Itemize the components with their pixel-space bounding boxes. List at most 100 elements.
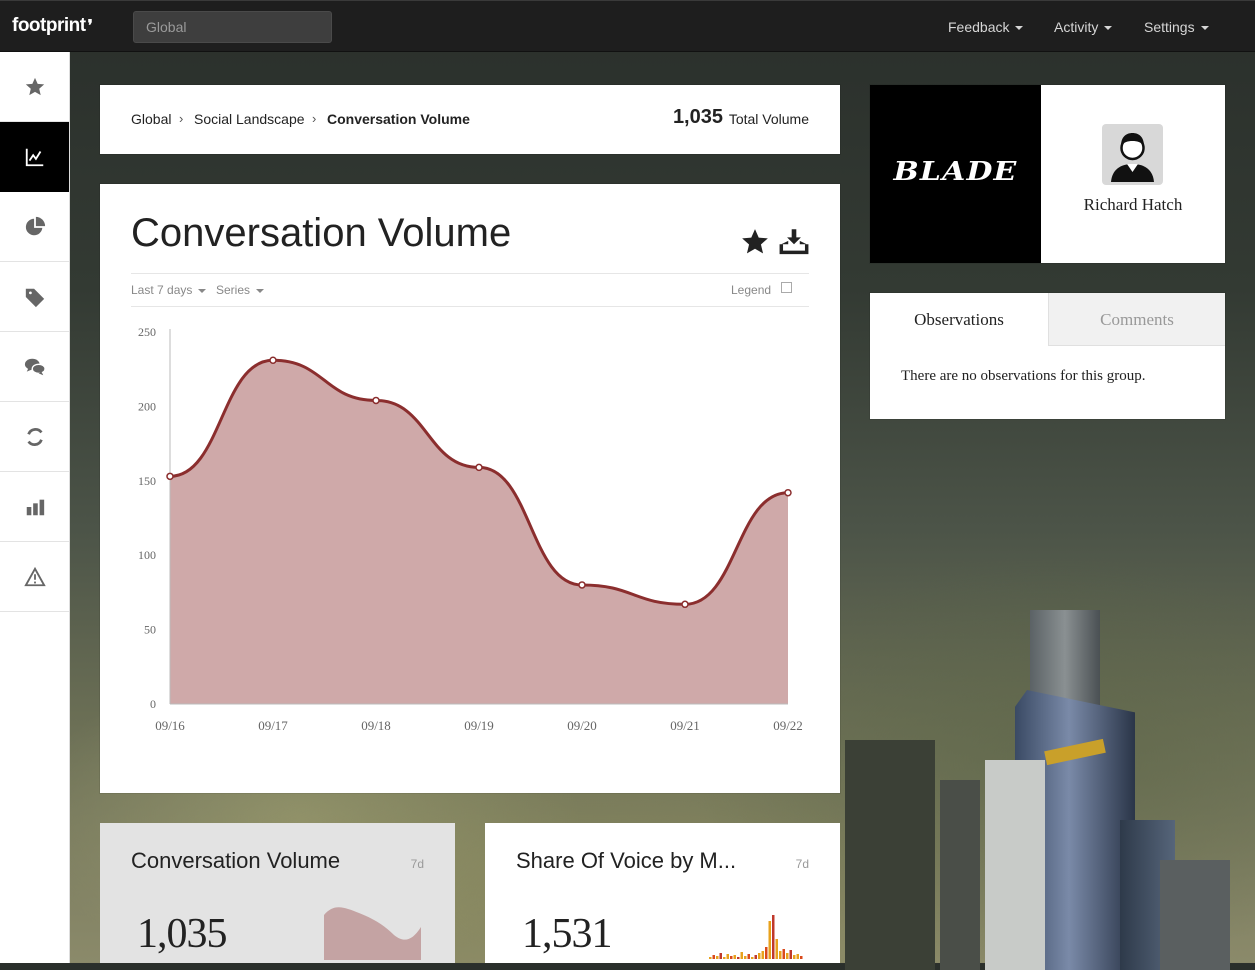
sidebar-item-tags[interactable]: [0, 262, 69, 332]
sparkline-bar: [796, 954, 799, 959]
line-chart-icon: [25, 148, 43, 166]
series-dropdown[interactable]: Series: [216, 283, 265, 297]
sparkline-bar: [800, 956, 803, 959]
chat-bubbles-icon: [24, 358, 46, 375]
sparkline-bar: [747, 954, 750, 959]
y-tick-label: 50: [144, 623, 156, 637]
avatar[interactable]: [1102, 124, 1163, 185]
breadcrumb-separator: ›: [179, 111, 184, 126]
data-point: [269, 356, 277, 365]
user-name: Richard Hatch: [1083, 195, 1183, 214]
data-point: [578, 581, 586, 589]
total-volume-label: Total Volume: [728, 111, 809, 127]
widget-title: Share Of Voice by M...: [516, 848, 737, 873]
user-silhouette-icon: [1111, 133, 1154, 182]
area-fill: [170, 360, 788, 704]
download-icon[interactable]: [779, 228, 809, 256]
caret-down-icon: [198, 288, 207, 293]
date-range-dropdown[interactable]: Last 7 days: [131, 283, 207, 297]
data-point: [475, 463, 483, 472]
x-tick-label: 09/22: [773, 718, 803, 733]
caret-down-icon: [1200, 26, 1209, 31]
conversation-volume-card: Conversation Volume Last 7 days Series L…: [100, 184, 840, 793]
tag-icon: [25, 288, 44, 307]
bar-chart-icon: [26, 499, 44, 515]
x-tick-label: 09/18: [361, 718, 391, 733]
sparkline-bar: [712, 955, 715, 959]
widget-share-of-voice[interactable]: Share Of Voice by M... 7d 1,531: [485, 823, 840, 963]
activity-menu[interactable]: Activity: [1054, 19, 1113, 35]
legend-checkbox[interactable]: [781, 282, 792, 293]
caret-down-icon: [1104, 26, 1113, 31]
sidebar-item-alerts[interactable]: [0, 542, 69, 612]
brand-logo: BLADE: [870, 85, 1041, 263]
sidebar-item-breakdown[interactable]: [0, 192, 69, 262]
sparkline-bar: [793, 955, 796, 959]
divider: [131, 306, 809, 307]
sparkline-bar: [782, 949, 785, 959]
sparkline-bar: [779, 951, 782, 959]
footprint-icon: ❜: [87, 18, 93, 35]
sparkline-bar: [716, 956, 719, 959]
tab-observations[interactable]: Observations: [870, 293, 1048, 346]
sparkline-bar: [730, 956, 733, 959]
x-tick-label: 09/16: [155, 718, 185, 733]
caret-down-icon: [1015, 26, 1024, 31]
global-search-input[interactable]: [133, 11, 332, 43]
top-navbar: footprint❜ Feedback Activity Settings: [0, 0, 1255, 52]
caret-down-icon: [256, 288, 265, 293]
sparkline-bar: [744, 956, 747, 959]
observations-panel: Observations Comments There are no obser…: [870, 293, 1225, 419]
sidebar-item-trends[interactable]: [0, 122, 69, 192]
y-tick-label: 0: [150, 697, 156, 711]
tab-comments[interactable]: Comments: [1048, 293, 1225, 346]
sparkline-bar: [772, 915, 775, 959]
sparkline-area: [324, 907, 421, 960]
y-tick-label: 200: [138, 399, 156, 413]
data-point: [681, 600, 689, 609]
sparkline-bar: [737, 957, 740, 959]
sparkline-bar: [758, 953, 761, 959]
widget-period: 7d: [795, 857, 809, 871]
breadcrumb: Global › Social Landscape › Conversation…: [100, 85, 840, 154]
sparkline-bar: [765, 947, 768, 959]
footprint-logo[interactable]: footprint ❜: [12, 15, 93, 36]
sparkline-bar: [719, 953, 722, 959]
sparkline-bars: [709, 915, 803, 959]
sidebar-item-favorites[interactable]: [0, 52, 69, 122]
data-point: [784, 488, 792, 497]
profile-card: BLADE Richard Hatch: [870, 85, 1225, 263]
feedback-menu[interactable]: Feedback: [948, 19, 1024, 35]
sparkline-bar: [789, 950, 792, 959]
sparkline-bar: [709, 957, 712, 959]
settings-menu[interactable]: Settings: [1144, 19, 1209, 35]
warning-icon: [23, 566, 46, 586]
favorite-star-icon[interactable]: [741, 228, 769, 256]
data-point: [166, 472, 174, 481]
sparkline-bar: [733, 955, 736, 959]
sparkline-bar: [723, 957, 726, 959]
empty-observations-message: There are no observations for this group…: [901, 368, 1146, 384]
chart-title: Conversation Volume: [131, 211, 512, 255]
sidebar-item-conversations[interactable]: [0, 332, 69, 402]
breadcrumb-current: Conversation Volume: [327, 111, 470, 127]
sparkline-bar: [754, 955, 757, 959]
legend-label: Legend: [731, 283, 772, 297]
sidebar-item-reports[interactable]: [0, 472, 69, 542]
breadcrumb-global[interactable]: Global: [131, 111, 172, 127]
breadcrumb-social-landscape[interactable]: Social Landscape: [194, 111, 305, 127]
sparkline-bar: [761, 951, 764, 959]
total-volume-value: 1,035: [672, 106, 723, 128]
sparkline-bar: [768, 921, 771, 959]
sparkline-bar: [775, 939, 778, 959]
data-point: [372, 396, 380, 405]
x-tick-label: 09/20: [567, 718, 597, 733]
sparkline-bar: [740, 952, 743, 959]
y-tick-label: 100: [138, 548, 156, 562]
widget-conversation-volume[interactable]: Conversation Volume 7d 1,035: [100, 823, 455, 963]
widget-value: 1,035: [137, 911, 227, 957]
y-tick-label: 250: [138, 325, 156, 339]
star-icon: [25, 77, 44, 95]
sparkline-bar: [751, 957, 754, 959]
sidebar-item-sync[interactable]: [0, 402, 69, 472]
